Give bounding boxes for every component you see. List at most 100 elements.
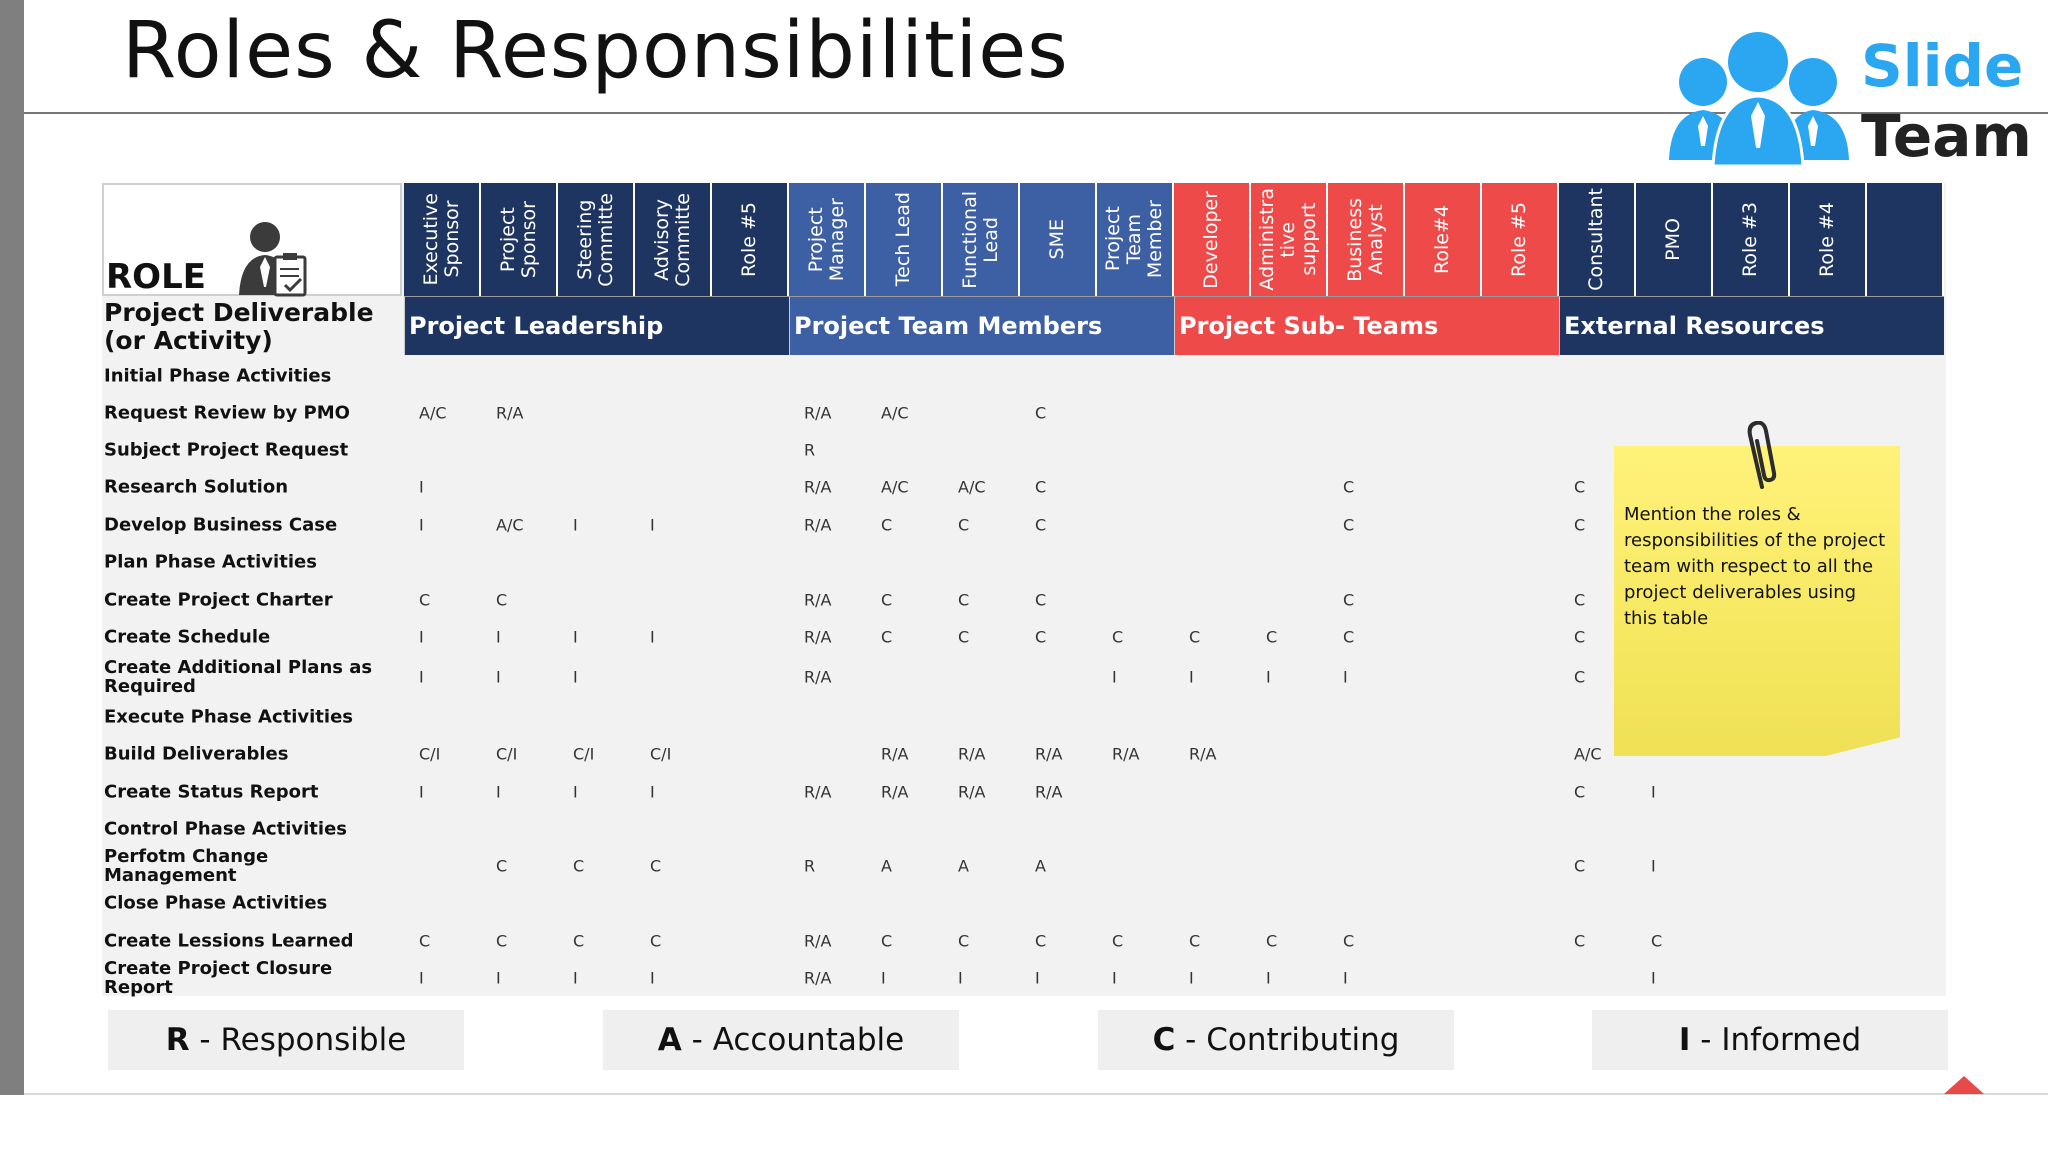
raci-cell: C [1112, 931, 1124, 951]
raci-cell: I [419, 968, 424, 988]
people-group-icon [1669, 32, 1849, 168]
raci-cell: I [1266, 968, 1271, 988]
column-header-project-manager: Project Manager [789, 183, 866, 296]
raci-cell: I [1651, 856, 1656, 876]
raci-cell: C [881, 515, 893, 535]
column-header-project-sponsor: Project Sponsor [481, 183, 558, 296]
column-header-role-5: Role #5 [1482, 183, 1559, 296]
group-bar-project-sub-teams: Project Sub- Teams [1174, 296, 1559, 355]
raci-cell: C [1035, 515, 1047, 535]
raci-cell: R/A [1035, 744, 1063, 764]
raci-cell: C [1035, 590, 1047, 610]
raci-cell: C [1035, 627, 1047, 647]
column-header-label: Role#4 [1431, 205, 1453, 274]
row-label: Subject Project Request [104, 439, 349, 461]
column-header-label: Project Team Member [1102, 200, 1166, 279]
title-divider [24, 112, 2048, 114]
sticky-note: Mention the roles & responsibilities of … [1614, 421, 1900, 756]
raci-cell: R/A [958, 744, 986, 764]
raci-cell: A/C [881, 403, 909, 423]
left-accent-strip [0, 0, 24, 1095]
raci-cell: I [573, 627, 578, 647]
raci-cell: C [958, 627, 970, 647]
raci-cell: C [1266, 627, 1278, 647]
raci-cell: I [419, 782, 424, 802]
raci-cell: C/I [650, 744, 672, 764]
raci-cell: A [958, 856, 969, 876]
column-header-blank [1867, 183, 1944, 296]
column-header-consultant: Consultant [1559, 183, 1636, 296]
deliverable-column-header: Project Deliverable (or Activity) [104, 298, 374, 355]
raci-cell: R/A [804, 590, 832, 610]
legend-key: R [165, 1022, 190, 1058]
raci-cell: I [419, 477, 424, 497]
row-label: Create Schedule [104, 626, 271, 648]
column-header-sme: SME [1020, 183, 1097, 296]
column-header-business-analyst: Business Analyst [1328, 183, 1405, 296]
column-header-label: Functional Lead [958, 190, 1002, 289]
row-label: Create Additional Plans as Required [104, 657, 373, 697]
raci-cell: C [419, 590, 431, 610]
legend-key: C [1152, 1022, 1176, 1058]
raci-cell: R/A [804, 515, 832, 535]
group-bar-project-leadership: Project Leadership [404, 296, 789, 355]
raci-cell: C [1574, 782, 1586, 802]
bottom-divider [24, 1093, 2048, 1095]
raci-cell: I [573, 515, 578, 535]
column-header-label: Role #5 [738, 202, 760, 277]
row-label: Create Status Report [104, 781, 319, 803]
raci-cell: I [496, 968, 501, 988]
raci-cell: C [958, 931, 970, 951]
raci-cell: C [881, 931, 893, 951]
row-label: Research Solution [104, 476, 289, 498]
legend-key: A [657, 1022, 682, 1058]
raci-cell: C [1343, 590, 1355, 610]
raci-cell: C [1343, 477, 1355, 497]
raci-cell: C [1189, 931, 1201, 951]
legend-key: I [1678, 1022, 1691, 1058]
raci-cell: I [1035, 968, 1040, 988]
paperclip-icon [1747, 421, 1777, 489]
raci-cell: R/A [881, 782, 909, 802]
column-header-role-5: Role #5 [712, 183, 789, 296]
slideteam-logo: Slide Team [1665, 28, 2032, 170]
sticky-note-text: Mention the roles & responsibilities of … [1624, 504, 1886, 629]
raci-cell: I [1189, 968, 1194, 988]
raci-cell: C [1035, 477, 1047, 497]
raci-cell: I [573, 968, 578, 988]
raci-cell: C/I [573, 744, 595, 764]
raci-cell: C [496, 856, 508, 876]
raci-cell: R/A [804, 403, 832, 423]
legend-text: Contributing [1206, 1022, 1400, 1058]
legend-separator: - [681, 1022, 713, 1058]
raci-cell: R/A [804, 667, 832, 687]
raci-cell: R/A [881, 744, 909, 764]
raci-cell: C [573, 931, 585, 951]
businessman-clipboard-icon [239, 222, 307, 297]
raci-cell: I [419, 627, 424, 647]
row-label: Create Project Charter [104, 589, 333, 611]
raci-cell: A [1035, 856, 1046, 876]
column-header-executive-sponsor: Executive Sponsor [404, 183, 481, 296]
raci-cell: R/A [958, 782, 986, 802]
raci-cell: I [1266, 667, 1271, 687]
legend-separator: - [189, 1022, 221, 1058]
raci-cell: R [804, 856, 816, 876]
raci-cell: C/I [419, 744, 441, 764]
column-header-label: Steering Committe [573, 192, 617, 287]
column-header-functional-lead: Functional Lead [943, 183, 1020, 296]
row-label: Initial Phase Activities [104, 365, 332, 387]
raci-cell: C [1574, 477, 1586, 497]
legend-item-informed: I - Informed [1592, 1010, 1948, 1070]
raci-cell: I [958, 968, 963, 988]
raci-cell: R/A [1112, 744, 1140, 764]
raci-cell: C [1343, 627, 1355, 647]
raci-cell: C [1112, 627, 1124, 647]
raci-cell: R/A [804, 627, 832, 647]
raci-cell: C/I [496, 744, 518, 764]
legend-item-responsible: R - Responsible [108, 1010, 464, 1070]
row-label: Build Deliverables [104, 743, 289, 765]
raci-cell: R/A [496, 403, 524, 423]
column-header-pmo: PMO [1636, 183, 1713, 296]
raci-cell: C [573, 856, 585, 876]
